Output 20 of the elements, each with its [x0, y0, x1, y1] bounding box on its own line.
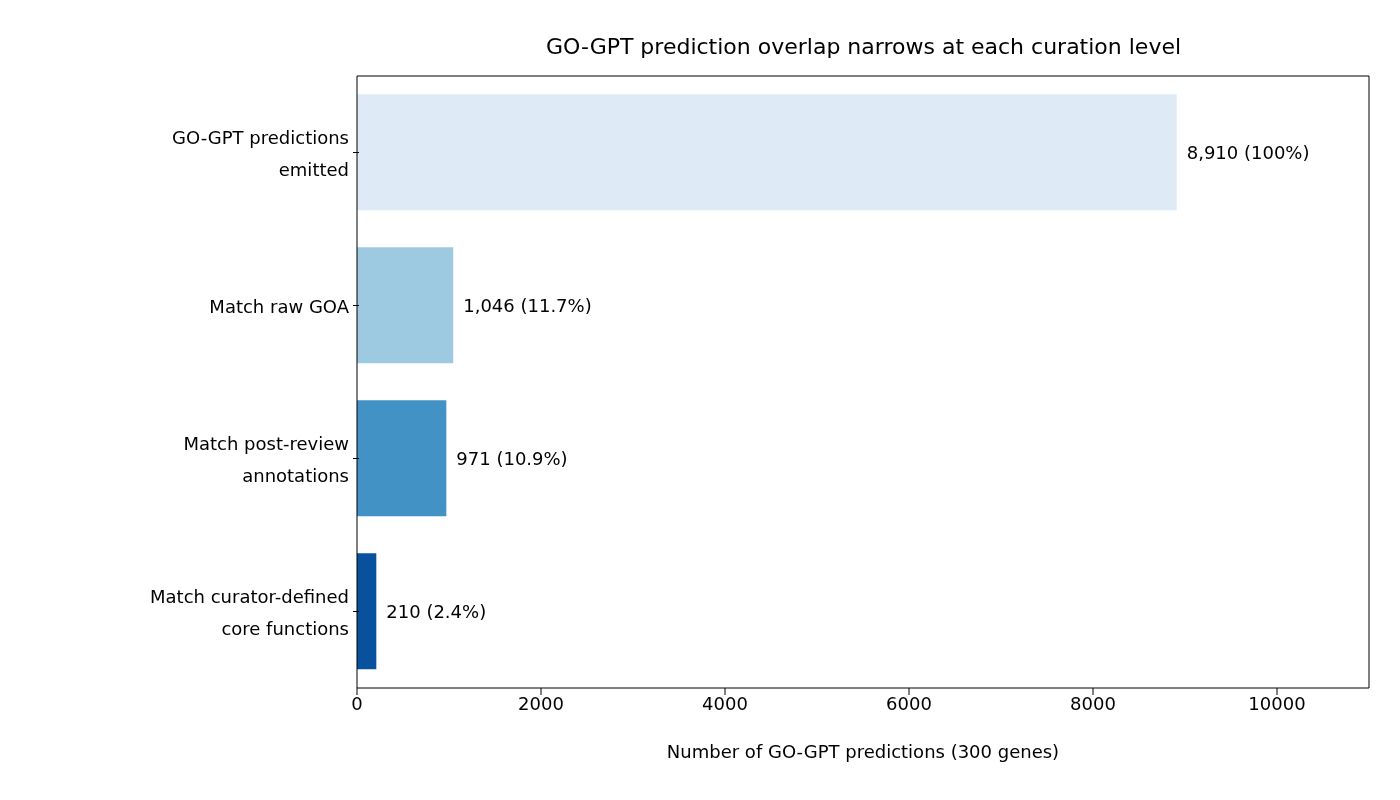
- x-axis-title: Number of GO-GPT predictions (300 genes): [666, 741, 1060, 762]
- x-tick-label: 4000: [702, 692, 748, 714]
- bar: [357, 553, 377, 670]
- x-tick-label: 0: [351, 692, 363, 714]
- bar: [357, 247, 454, 364]
- data-label: 210 (2.4%): [386, 600, 487, 622]
- chart-title: GO-GPT prediction overlap narrows at each curation level: [544, 33, 1183, 61]
- x-tick-label: 8000: [1070, 692, 1116, 714]
- y-tick-label: Match curator-defined core functions: [150, 585, 349, 638]
- data-label: 971 (10.9%): [456, 447, 568, 469]
- bar: [357, 400, 447, 517]
- y-tick-label: GO-GPT predictions emitted: [172, 126, 349, 179]
- y-tick-label: Match post-review annotations: [183, 432, 349, 485]
- x-tick-label: 2000: [518, 692, 564, 714]
- x-tick-label: 6000: [886, 692, 932, 714]
- y-tick-label: Match raw GOA: [209, 295, 350, 316]
- bar: [357, 94, 1177, 211]
- data-label: 8,910 (100%): [1186, 141, 1310, 163]
- x-tick-label: 10000: [1248, 692, 1306, 714]
- data-label: 1,046 (11.7%): [463, 294, 592, 316]
